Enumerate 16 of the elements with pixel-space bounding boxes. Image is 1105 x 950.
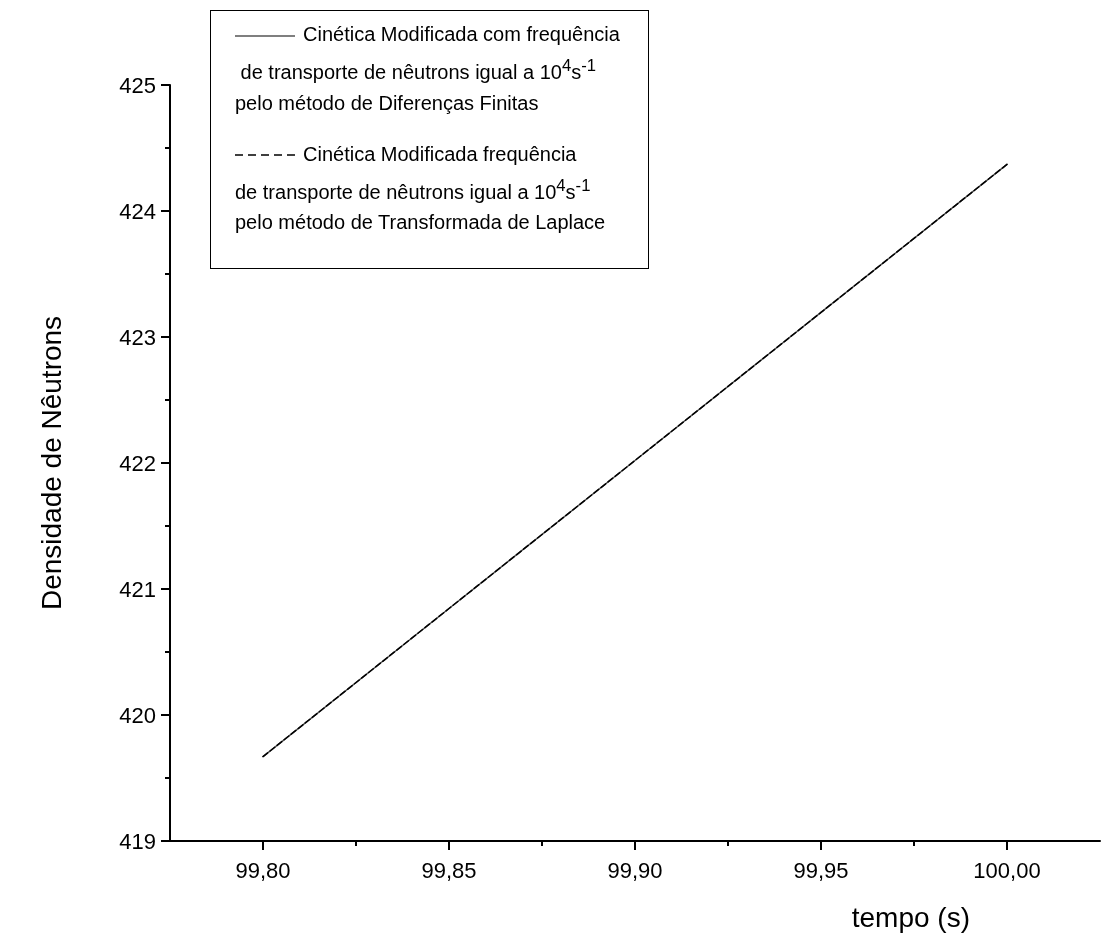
y-tick-label: 419 bbox=[119, 828, 156, 854]
x-tick-label: 99,95 bbox=[793, 857, 849, 883]
x-axis-title: tempo (s) bbox=[851, 901, 970, 933]
text: Cinética Modificada com frequência de transporte de nêutrons igual a 10$^{4}$s$^{-1}$ pelo método de Diferenças Finitas bbox=[235, 23, 620, 114]
y-tick-label: 424 bbox=[119, 198, 156, 224]
y-tick-label: 425 bbox=[119, 72, 156, 98]
y-tick-label: 420 bbox=[119, 702, 156, 728]
x-tick-label: 99,90 bbox=[607, 857, 663, 883]
y-tick-label: 422 bbox=[119, 450, 156, 476]
legend-label: Cinética Modificada frequência de transporte de nêutrons igual a 10$^{4}$s$^{-1}$ pelo método de Transformada de Laplace bbox=[235, 141, 606, 236]
x-tick-label: 99,80 bbox=[235, 857, 291, 883]
y-axis-title: Densidade de Nêutrons bbox=[35, 315, 67, 611]
y-tick-label: 423 bbox=[119, 324, 156, 350]
x-tick-label: 99,85 bbox=[421, 857, 477, 883]
y-tick-label: 421 bbox=[119, 576, 156, 602]
x-tick-label: 100,00 bbox=[973, 857, 1041, 883]
